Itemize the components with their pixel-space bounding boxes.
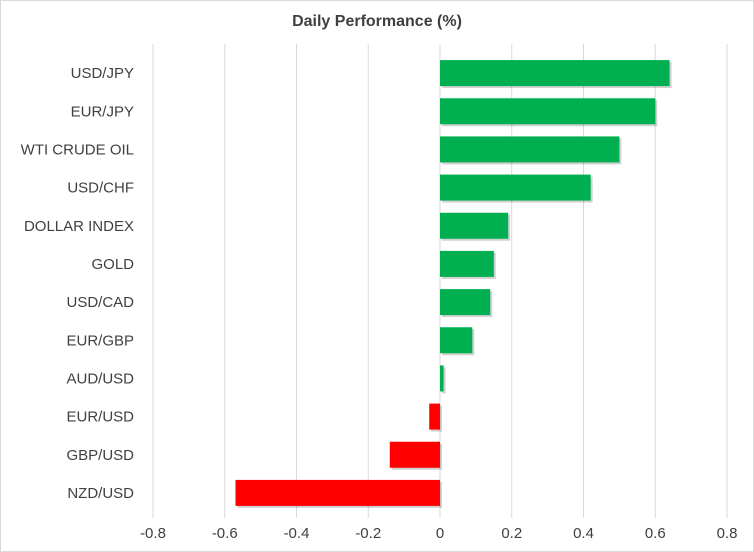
bar-aud-usd	[440, 365, 444, 392]
bar-usd-cad	[440, 289, 491, 316]
bar-shadow	[442, 367, 446, 394]
category-label: DOLLAR INDEX	[24, 218, 134, 235]
x-tick-label: 0.8	[717, 525, 738, 542]
x-tick-label: -0.6	[212, 525, 238, 542]
category-label: USD/CAD	[66, 294, 134, 311]
bar-nzd-usd	[235, 479, 440, 506]
category-label: NZD/USD	[67, 485, 134, 502]
bar-eur-gbp	[440, 327, 473, 354]
x-tick-label: -0.2	[355, 525, 381, 542]
x-tick-label: 0	[436, 525, 444, 542]
bar-eur-jpy	[440, 98, 656, 125]
category-label: WTI CRUDE OIL	[21, 141, 134, 158]
category-label: GBP/USD	[66, 447, 134, 464]
category-label: EUR/GBP	[66, 332, 134, 349]
x-tick-label: -0.4	[284, 525, 310, 542]
category-label: EUR/USD	[66, 409, 134, 426]
x-tick-label: 0.6	[645, 525, 666, 542]
x-tick-label: -0.8	[140, 525, 166, 542]
bar-eur-usd	[429, 403, 440, 430]
bar-dollar-index	[440, 212, 509, 239]
chart-title: Daily Performance (%)	[292, 13, 462, 30]
category-label: USD/JPY	[71, 65, 134, 82]
category-label: GOLD	[91, 256, 134, 273]
category-label: AUD/USD	[66, 370, 134, 387]
bar-gbp-usd	[389, 441, 440, 468]
x-tick-label: 0.2	[501, 525, 522, 542]
category-label: USD/CHF	[67, 180, 134, 197]
x-tick-label: 0.4	[573, 525, 594, 542]
bar-usd-jpy	[440, 60, 670, 87]
bar-wti-crude-oil	[440, 136, 620, 163]
bar-usd-chf	[440, 174, 591, 201]
category-label: EUR/JPY	[71, 103, 134, 120]
bar-gold	[440, 250, 494, 277]
